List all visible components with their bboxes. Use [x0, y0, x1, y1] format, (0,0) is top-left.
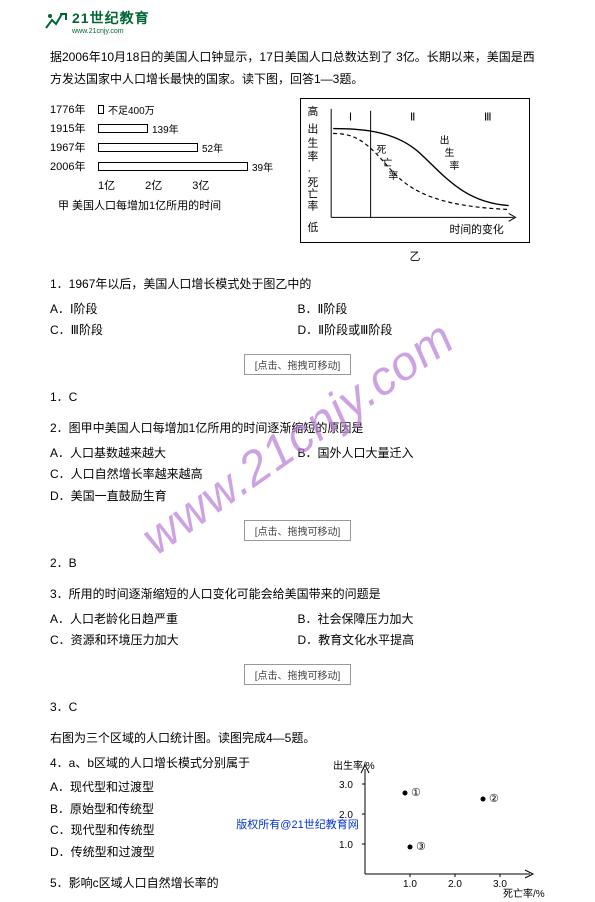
figure-yi: Ⅰ Ⅱ Ⅲ 出 生 率 死 亡 率 高 出 生 率 ·: [300, 98, 530, 264]
option: D．传统型和过渡型: [50, 842, 315, 864]
answer-3: 3．C: [50, 697, 545, 719]
intro-text: 据2006年10月18日的美国人口钟显示，17日美国人口总数达到了 3亿。长期以…: [50, 47, 545, 90]
svg-text:Ⅱ: Ⅱ: [410, 112, 415, 124]
svg-text:②: ②: [489, 793, 499, 805]
question-2: 2．图甲中美国人口每增加1亿所用的时间逐渐缩短的原因是: [50, 418, 545, 438]
question-4: 4．a、b区域的人口增长模式分别属于: [50, 753, 315, 773]
option: B．社会保障压力加大: [298, 609, 546, 631]
option: D．教育文化水平提高: [298, 630, 546, 652]
svg-text:出: 出: [308, 122, 319, 136]
option: C．人口自然增长率越来越高: [50, 464, 545, 486]
figure-jia: 1776年不足400万 1915年139年 1967年52年 2006年39年 …: [50, 98, 290, 213]
runner-icon: [40, 10, 68, 34]
svg-text:率: 率: [388, 169, 398, 182]
svg-text:死: 死: [308, 177, 319, 189]
logo-text: 21世纪教育 www.21cnjy.com: [72, 8, 150, 35]
figure-jia-caption: 甲 美国人口每增加1亿所用的时间: [58, 197, 290, 213]
option: D．美国一直鼓励生育: [50, 486, 545, 508]
option: B．Ⅱ阶段: [298, 299, 546, 321]
svg-text:出: 出: [440, 134, 450, 147]
question-1: 1．1967年以后，美国人口增长模式处于图乙中的: [50, 274, 545, 294]
svg-text:③: ③: [416, 841, 426, 853]
content-area: 据2006年10月18日的美国人口钟显示，17日美国人口总数达到了 3亿。长期以…: [0, 37, 595, 902]
svg-text:生: 生: [445, 146, 455, 159]
svg-text:高: 高: [308, 104, 319, 118]
svg-text:低: 低: [308, 221, 319, 234]
svg-text:率: 率: [308, 199, 319, 213]
option: A．人口基数越来越大: [50, 443, 298, 465]
page-footer: 版权所有@21世纪教育网: [0, 816, 595, 832]
bar-row: 2006年39年: [50, 158, 290, 174]
answer-box[interactable]: [点击、拖拽可移动]: [50, 354, 545, 375]
axis-ticks: 1亿 2亿 3亿: [98, 177, 290, 193]
svg-text:①: ①: [411, 787, 421, 799]
option: A．现代型和过渡型: [50, 777, 315, 799]
svg-text:亡: 亡: [308, 187, 319, 201]
question-3: 3．所用的时间逐渐缩短的人口变化可能会给美国带来的问题是: [50, 584, 545, 604]
answer-1: 1．C: [50, 387, 545, 409]
option: C．Ⅲ阶段: [50, 320, 298, 342]
option: D．Ⅱ阶段或Ⅲ阶段: [298, 320, 546, 342]
logo-subtitle: www.21cnjy.com: [72, 28, 150, 35]
option: A．人口老龄化日趋严重: [50, 609, 298, 631]
svg-text:1.0: 1.0: [339, 840, 353, 851]
svg-text:2.0: 2.0: [448, 879, 462, 890]
set2-intro: 右图为三个区域的人口统计图。读图完成4—5题。: [50, 728, 545, 748]
answer-2: 2．B: [50, 553, 545, 575]
bar-row: 1776年不足400万: [50, 101, 290, 117]
svg-text:·: ·: [308, 165, 312, 177]
logo-title: 21世纪教育: [72, 8, 150, 28]
bar-row: 1915年139年: [50, 120, 290, 136]
q1-options: A．Ⅰ阶段 B．Ⅱ阶段 C．Ⅲ阶段 D．Ⅱ阶段或Ⅲ阶段: [50, 299, 545, 342]
svg-text:亡: 亡: [382, 156, 392, 169]
svg-text:死亡率/%: 死亡率/%: [503, 887, 545, 899]
page-header: 21世纪教育 www.21cnjy.com: [0, 0, 595, 37]
option: A．Ⅰ阶段: [50, 299, 298, 321]
figure-row-1: 1776年不足400万 1915年139年 1967年52年 2006年39年 …: [50, 98, 545, 264]
svg-text:生: 生: [308, 136, 319, 150]
option: B．国外人口大量迁入: [298, 443, 546, 465]
svg-text:1.0: 1.0: [403, 879, 417, 890]
q3-options: A．人口老龄化日趋严重 B．社会保障压力加大 C．资源和环境压力加大 D．教育文…: [50, 609, 545, 652]
svg-text:率: 率: [450, 159, 460, 172]
svg-text:Ⅰ: Ⅰ: [349, 112, 352, 124]
logo: 21世纪教育 www.21cnjy.com: [40, 8, 150, 35]
svg-text:死: 死: [377, 145, 387, 156]
option: C．资源和环境压力加大: [50, 630, 298, 652]
answer-box[interactable]: [点击、拖拽可移动]: [50, 520, 545, 541]
svg-text:出生率/%: 出生率/%: [333, 759, 375, 772]
svg-text:时间的变化: 时间的变化: [450, 222, 504, 236]
answer-box[interactable]: [点击、拖拽可移动]: [50, 664, 545, 685]
bar-row: 1967年52年: [50, 139, 290, 155]
svg-text:Ⅲ: Ⅲ: [484, 112, 491, 124]
svg-text:3.0: 3.0: [339, 780, 353, 791]
q2-options: A．人口基数越来越大 B．国外人口大量迁入 C．人口自然增长率越来越高 D．美国…: [50, 443, 545, 508]
svg-text:率: 率: [308, 149, 319, 163]
figure-yi-caption: 乙: [300, 248, 530, 264]
question-5: 5．影响c区域人口自然增长率的: [50, 873, 315, 893]
